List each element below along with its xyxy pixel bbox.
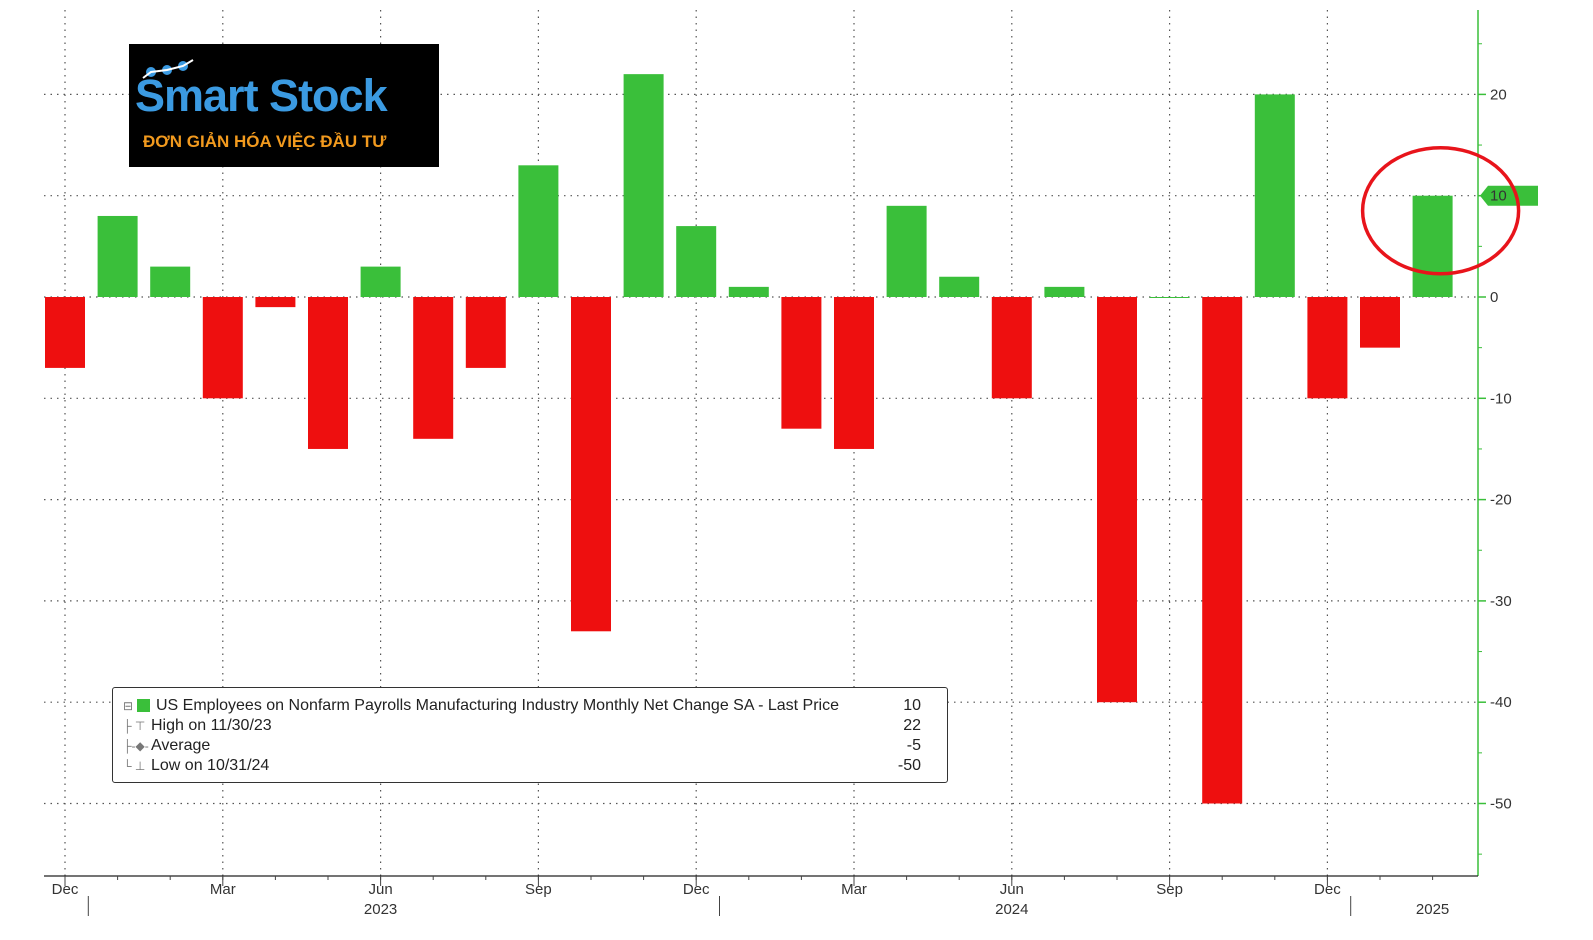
series-swatch bbox=[137, 699, 150, 713]
legend-high-label: High on 11/30/23 bbox=[151, 717, 272, 734]
bar bbox=[728, 286, 769, 297]
x-tick-label: Mar bbox=[210, 881, 236, 898]
logo-icon bbox=[142, 59, 194, 79]
legend-row-series: ⊟ US Employees on Nonfarm Payrolls Manufa… bbox=[123, 696, 921, 716]
legend-average-label: Average bbox=[151, 737, 211, 754]
bar bbox=[886, 205, 927, 297]
bar bbox=[150, 266, 191, 297]
bar bbox=[991, 297, 1032, 399]
legend-row-high: ├ ⊤ High on 11/30/23 22 bbox=[123, 716, 921, 736]
bar bbox=[255, 297, 296, 308]
y-tick-label: -30 bbox=[1490, 593, 1512, 610]
year-label: 2024 bbox=[995, 901, 1028, 918]
x-tick-label: Dec bbox=[1314, 881, 1341, 898]
bar bbox=[45, 297, 85, 368]
bar bbox=[97, 215, 138, 297]
bar bbox=[1149, 297, 1190, 298]
bar bbox=[518, 165, 559, 297]
y-tick-label: 0 bbox=[1490, 289, 1498, 306]
high-marker-icon: ├ ⊤ bbox=[123, 719, 146, 733]
x-tick-label: Jun bbox=[1000, 881, 1024, 898]
average-marker-icon: ├-◆- bbox=[123, 739, 149, 753]
last-value-label: 10 bbox=[1490, 188, 1507, 205]
x-tick-label: Dec bbox=[52, 881, 79, 898]
highlight-circle bbox=[1360, 145, 1521, 276]
legend-row-low: └ ⊥ Low on 10/31/24 -50 bbox=[123, 756, 921, 776]
collapse-icon: ⊟ bbox=[123, 699, 134, 713]
bar bbox=[202, 297, 243, 399]
bars bbox=[45, 74, 1453, 804]
bar bbox=[308, 297, 348, 449]
bar bbox=[1412, 195, 1453, 297]
bar bbox=[1307, 297, 1348, 399]
x-tick-label: Sep bbox=[1156, 881, 1183, 898]
logo-tagline: ĐƠN GIẢN HÓA VIỆC ĐẦU TƯ bbox=[143, 132, 387, 151]
bar bbox=[1202, 297, 1243, 804]
x-axis: Dec Mar Jun Sep Dec Mar Jun Sep Dec 2023 2024 2025 bbox=[44, 875, 1478, 918]
last-value-marker bbox=[1480, 185, 1538, 206]
bar bbox=[1360, 297, 1400, 348]
bar bbox=[571, 297, 611, 632]
low-marker-icon: └ ⊥ bbox=[123, 759, 146, 773]
bar bbox=[1097, 297, 1137, 703]
bar bbox=[1254, 94, 1295, 298]
bar bbox=[676, 226, 717, 297]
bar bbox=[623, 74, 664, 297]
bar bbox=[834, 297, 874, 449]
bar bbox=[413, 297, 454, 439]
bar bbox=[1044, 286, 1085, 297]
legend-low-label: Low on 10/31/24 bbox=[151, 757, 270, 774]
x-tick-label: Sep bbox=[525, 881, 552, 898]
legend-series-value: 10 bbox=[903, 697, 921, 714]
y-tick-label: -40 bbox=[1490, 694, 1512, 711]
bar bbox=[781, 297, 822, 429]
logo-title: Smart Stock bbox=[135, 70, 388, 121]
logo: Smart Stock ĐƠN GIẢN HÓA VIỆC ĐẦU TƯ bbox=[129, 44, 439, 167]
y-tick-label: -50 bbox=[1490, 796, 1512, 813]
legend: ⊟ US Employees on Nonfarm Payrolls Manufa… bbox=[112, 687, 948, 783]
bar bbox=[360, 266, 401, 297]
legend-high-value: 22 bbox=[903, 717, 921, 734]
year-label: 2023 bbox=[364, 901, 397, 918]
bar bbox=[939, 276, 980, 297]
highlight-ellipse bbox=[1360, 145, 1521, 276]
y-tick-label: -20 bbox=[1490, 492, 1512, 509]
x-tick-label: Dec bbox=[683, 881, 710, 898]
bar bbox=[465, 297, 506, 368]
y-tick-label: -10 bbox=[1490, 390, 1512, 407]
x-tick-label: Jun bbox=[369, 881, 393, 898]
y-tick-label: 20 bbox=[1490, 86, 1507, 103]
x-tick-label: Mar bbox=[841, 881, 867, 898]
legend-low-value: -50 bbox=[897, 757, 921, 774]
legend-series-label: US Employees on Nonfarm Payrolls Manufac… bbox=[156, 697, 839, 714]
legend-row-average: ├-◆- Average -5 bbox=[123, 736, 921, 756]
year-label: 2025 bbox=[1416, 901, 1449, 918]
legend-average-value: -5 bbox=[906, 737, 921, 754]
